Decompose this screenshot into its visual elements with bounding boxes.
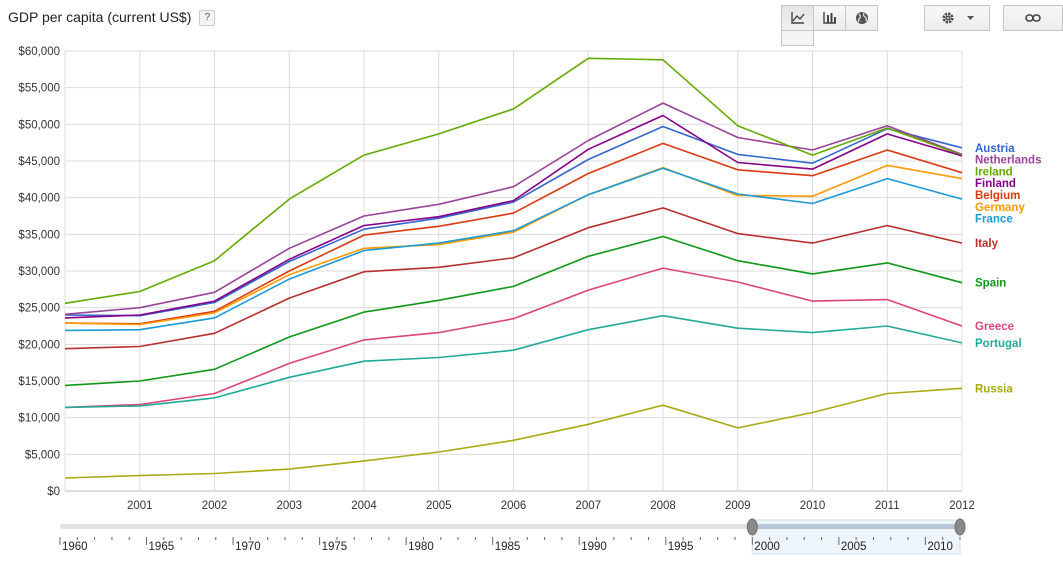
- timeline-label: 2010: [927, 541, 953, 553]
- timeline-label: 2000: [754, 541, 780, 553]
- timeline-end-handle[interactable]: [954, 518, 966, 536]
- y-tick-label: $35,000: [18, 229, 60, 241]
- gear-icon: [942, 12, 953, 24]
- y-tick-label: $25,000: [18, 303, 60, 315]
- x-tick-label: 2006: [501, 500, 527, 512]
- series: [64, 57, 963, 479]
- y-tick-label: $0: [47, 486, 60, 498]
- timeline-track[interactable]: [60, 524, 960, 529]
- timeline-start-handle[interactable]: [746, 518, 758, 536]
- legend-label-france[interactable]: France: [975, 214, 1013, 226]
- series-line-italy[interactable]: [64, 207, 963, 350]
- y-tick-label: $40,000: [18, 193, 60, 205]
- x-tick-label: 2002: [202, 500, 228, 512]
- settings-button[interactable]: [924, 5, 990, 31]
- legend: AustriaNetherlandsIrelandFinlandBelgiumG…: [975, 143, 1041, 396]
- x-tick-label: 2001: [127, 500, 153, 512]
- x-tick-label: 2008: [650, 500, 676, 512]
- y-tick-label: $55,000: [18, 83, 60, 95]
- timeline-selection[interactable]: [751, 519, 961, 555]
- series-line-spain[interactable]: [64, 235, 963, 387]
- line-chart-button[interactable]: [781, 5, 814, 31]
- timeline-label: 1960: [62, 541, 88, 553]
- legend-label-austria[interactable]: Austria: [975, 143, 1015, 155]
- legend-label-belgium[interactable]: Belgium: [975, 190, 1020, 202]
- y-axis: $0 $5,000 $10,000 $15,000 $20,000 $25,000 $30,…: [18, 46, 60, 498]
- timeline-label: 1975: [322, 541, 348, 553]
- y-tick-label: $5,000: [25, 449, 60, 461]
- x-tick-label: 2010: [800, 500, 826, 512]
- series-line-ireland[interactable]: [64, 57, 963, 305]
- y-tick-label: $15,000: [18, 376, 60, 388]
- bar-chart-icon: [822, 12, 836, 24]
- y-tick-label: $30,000: [18, 266, 60, 278]
- legend-label-italy[interactable]: Italy: [975, 238, 999, 250]
- scatter-chart-tab[interactable]: [781, 31, 814, 46]
- series-line-netherlands[interactable]: [64, 102, 963, 316]
- series-line-germany[interactable]: [64, 164, 963, 326]
- share-link-button[interactable]: [1003, 5, 1063, 31]
- timeline-label: 1995: [668, 541, 694, 553]
- y-tick-label: $20,000: [18, 339, 60, 351]
- y-tick-label: $45,000: [18, 156, 60, 168]
- timeline-label: 2005: [841, 541, 867, 553]
- x-tick-label: 2011: [875, 500, 900, 512]
- y-tick-label: $60,000: [18, 46, 60, 58]
- legend-label-portugal[interactable]: Portugal: [975, 338, 1022, 350]
- series-line-greece[interactable]: [64, 267, 963, 409]
- timeline-label: 1990: [581, 541, 607, 553]
- bar-chart-button[interactable]: [813, 5, 846, 31]
- chevron-down-icon: [966, 16, 974, 20]
- timeline-label: 1970: [235, 541, 261, 553]
- y-tick-label: $10,000: [18, 413, 60, 425]
- x-tick-label: 2012: [949, 500, 975, 512]
- timeline-label: 1965: [149, 541, 175, 553]
- x-tick-label: 2005: [426, 500, 452, 512]
- chart-title-text: GDP per capita (current US$): [8, 9, 192, 25]
- chart-title: GDP per capita (current US$)?: [8, 9, 216, 26]
- x-tick-label: 2003: [276, 500, 302, 512]
- series-line-belgium[interactable]: [64, 142, 963, 325]
- timeline-label: 1985: [495, 541, 521, 553]
- line-chart-icon: [790, 12, 805, 24]
- legend-label-finland[interactable]: Finland: [975, 178, 1016, 190]
- range-slider[interactable]: 1960 1965 1970 1975 1980 1985 1990 1995 2000 2005…: [59, 518, 966, 555]
- legend-label-russia[interactable]: Russia: [975, 383, 1013, 395]
- link-icon: [1025, 14, 1041, 22]
- timeline-selected-track: [752, 524, 960, 529]
- map-button[interactable]: [845, 5, 878, 31]
- series-line-finland[interactable]: [64, 114, 963, 319]
- timeline-label: 1980: [408, 541, 434, 553]
- x-axis: 2001 2002 2003 2004 2005 2006 2007 2008 2009 2010…: [127, 500, 975, 512]
- legend-label-spain[interactable]: Spain: [975, 278, 1006, 290]
- x-tick-label: 2004: [351, 500, 377, 512]
- map-icon: [855, 12, 868, 24]
- series-line-portugal[interactable]: [64, 314, 963, 409]
- series-line-russia[interactable]: [64, 387, 963, 479]
- legend-label-ireland[interactable]: Ireland: [975, 166, 1013, 178]
- y-tick-label: $50,000: [18, 119, 60, 131]
- legend-label-germany[interactable]: Germany: [975, 202, 1025, 214]
- grid: [64, 50, 963, 492]
- legend-label-netherlands[interactable]: Netherlands: [975, 155, 1041, 167]
- legend-label-greece[interactable]: Greece: [975, 321, 1014, 333]
- chart-type-toolbar: [781, 5, 878, 31]
- series-line-france[interactable]: [64, 167, 963, 332]
- series-line-austria[interactable]: [64, 125, 963, 317]
- help-icon[interactable]: ?: [199, 10, 216, 26]
- x-tick-label: 2009: [725, 500, 751, 512]
- x-tick-label: 2007: [575, 500, 601, 512]
